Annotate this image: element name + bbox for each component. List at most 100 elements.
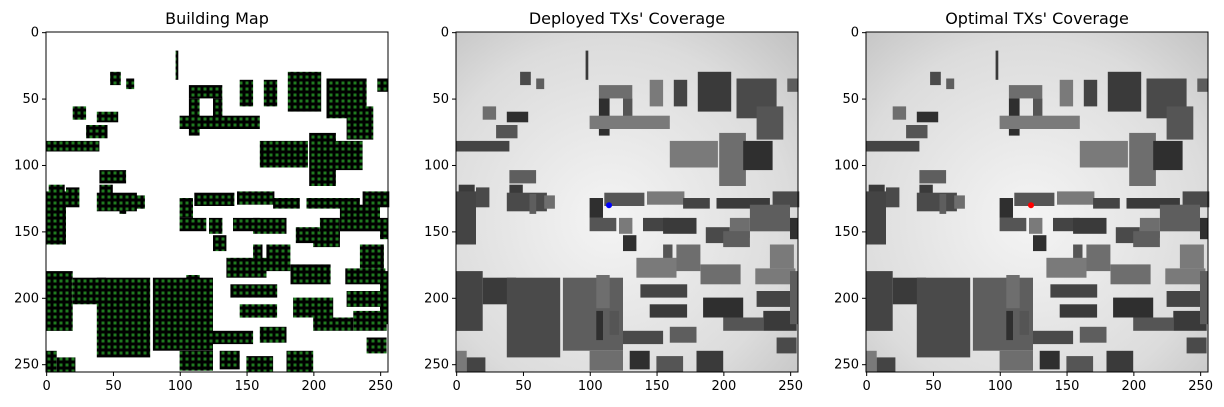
building-block [703, 297, 744, 318]
building-block [353, 310, 387, 331]
building-block [266, 244, 291, 272]
building-block [96, 277, 151, 358]
building-block [999, 198, 1013, 218]
building-block [673, 79, 688, 107]
building-block [756, 106, 784, 140]
building-block [380, 271, 388, 325]
building-block [769, 244, 794, 269]
panel-title: Optimal TXs' Coverage [945, 9, 1129, 28]
plot-area: 0 50 100 150 200 250 0 50 100 150 200 250 [424, 26, 803, 394]
building-block [1083, 79, 1098, 107]
building-block [629, 350, 650, 370]
building-block [199, 310, 209, 335]
building-block [669, 140, 718, 168]
building-block [1014, 192, 1055, 206]
building-block [716, 198, 770, 209]
building-block [466, 357, 486, 372]
building-block [380, 217, 388, 240]
building-block [763, 310, 797, 331]
building-block [790, 217, 798, 240]
building-block [99, 184, 113, 196]
building-block [179, 350, 213, 371]
y-tick-label: 50 [432, 92, 449, 107]
building-block [930, 71, 941, 86]
building-block [544, 195, 555, 209]
building-block [476, 187, 490, 208]
building-block [649, 79, 664, 107]
building-block [636, 257, 677, 278]
y-tick-label: 0 [441, 26, 449, 41]
building-block [1166, 291, 1207, 307]
building-block [866, 271, 893, 331]
building-block [1006, 275, 1020, 309]
building-block [892, 106, 907, 120]
building-block [46, 350, 57, 373]
building-block [482, 106, 497, 120]
building-block [999, 115, 1080, 129]
building-block [776, 337, 797, 354]
building-block [209, 217, 223, 234]
building-block [589, 350, 623, 371]
building-block [756, 291, 797, 307]
x-tick-label: 100 [988, 379, 1013, 394]
building-block [259, 326, 287, 343]
panel-title: Building Map [165, 9, 269, 28]
building-block [263, 79, 278, 107]
building-block [506, 192, 547, 212]
building-block [179, 115, 260, 129]
building-block [1126, 198, 1180, 209]
y-tick-label: 50 [842, 92, 859, 107]
building-block [790, 271, 798, 325]
building-block [509, 170, 537, 184]
building-block [623, 330, 664, 345]
building-block [309, 132, 336, 186]
axis-ticks: 0 50 100 150 200 250 0 50 100 150 200 250 [834, 26, 1213, 394]
x-tick-label: 250 [1188, 379, 1213, 394]
building-block [1039, 350, 1060, 370]
building-block [946, 78, 955, 90]
tx-marker-layer [606, 202, 612, 209]
y-tick-label: 100 [424, 158, 449, 173]
building-block [119, 194, 127, 214]
building-block [259, 140, 308, 168]
tx-marker-layer [1028, 202, 1034, 209]
building-block [179, 217, 207, 232]
building-block [188, 85, 223, 99]
x-tick-label: 50 [105, 379, 122, 394]
building-block [134, 195, 145, 209]
building-block [647, 191, 685, 205]
axis-ticks: 0 50 100 150 200 250 0 50 100 150 200 250 [424, 26, 803, 394]
building-block [640, 284, 688, 298]
building-layer [456, 50, 800, 373]
panel-title: Deployed TXs' Coverage [529, 9, 725, 28]
building-block [66, 187, 80, 208]
x-tick-label: 150 [1055, 379, 1080, 394]
building-block [506, 277, 561, 358]
building-block [656, 356, 684, 372]
building-block [213, 330, 254, 345]
building-block [916, 277, 971, 358]
building-block [346, 106, 374, 140]
x-tick-label: 150 [235, 379, 260, 394]
building-block [456, 191, 476, 245]
building-block [219, 350, 240, 370]
building-block [939, 194, 947, 214]
building-block [339, 204, 380, 232]
y-tick-label: 0 [851, 26, 859, 41]
building-block [866, 191, 886, 245]
building-block [1153, 140, 1183, 171]
axes-frame [455, 31, 799, 373]
x-tick-label: 100 [578, 379, 603, 394]
building-block [239, 304, 278, 318]
x-tick-label: 0 [453, 379, 461, 394]
panel-deployed-coverage: Deployed TXs' Coverage 0 50 100 150 200 250 0 5… [424, 9, 803, 394]
building-block [1113, 297, 1154, 318]
building-block [362, 191, 390, 208]
building-block [1129, 132, 1156, 186]
building-block [1073, 217, 1107, 234]
axes-frame [865, 31, 1209, 373]
building-block [669, 326, 697, 343]
axes-frame [45, 31, 389, 373]
building-block [359, 244, 384, 269]
building-block [596, 275, 610, 309]
